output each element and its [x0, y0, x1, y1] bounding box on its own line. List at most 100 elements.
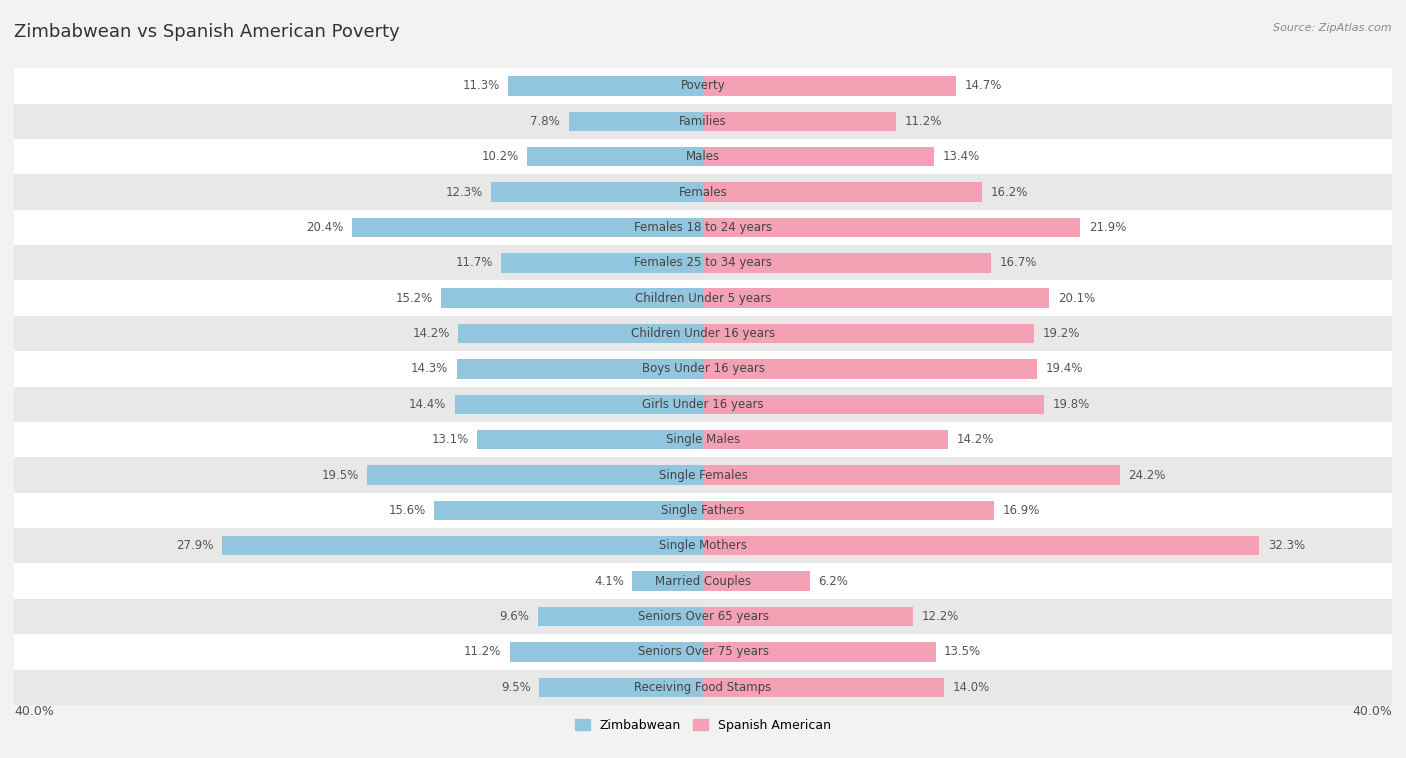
Bar — [703, 642, 935, 662]
Bar — [14, 68, 1392, 104]
Bar — [367, 465, 703, 485]
Bar — [14, 457, 1392, 493]
Text: 7.8%: 7.8% — [530, 114, 560, 128]
Text: 11.2%: 11.2% — [464, 645, 502, 659]
Bar — [14, 599, 1392, 634]
Bar — [703, 501, 994, 520]
Text: 14.2%: 14.2% — [412, 327, 450, 340]
Text: 14.2%: 14.2% — [956, 433, 994, 446]
Text: Males: Males — [686, 150, 720, 163]
Text: Females 18 to 24 years: Females 18 to 24 years — [634, 221, 772, 234]
Text: 13.4%: 13.4% — [942, 150, 980, 163]
Bar — [14, 351, 1392, 387]
Text: 11.2%: 11.2% — [904, 114, 942, 128]
Bar — [456, 394, 703, 414]
Bar — [478, 430, 703, 449]
Text: Seniors Over 75 years: Seniors Over 75 years — [637, 645, 769, 659]
Bar — [703, 288, 1049, 308]
Text: 19.2%: 19.2% — [1042, 327, 1080, 340]
Text: 15.6%: 15.6% — [388, 504, 426, 517]
Bar — [434, 501, 703, 520]
Bar — [14, 139, 1392, 174]
Bar — [491, 183, 703, 202]
Text: 20.4%: 20.4% — [305, 221, 343, 234]
Text: Single Fathers: Single Fathers — [661, 504, 745, 517]
Bar — [14, 104, 1392, 139]
Bar — [703, 359, 1038, 379]
Bar — [441, 288, 703, 308]
Bar — [703, 324, 1033, 343]
Text: 40.0%: 40.0% — [1353, 705, 1392, 718]
Text: 10.2%: 10.2% — [481, 150, 519, 163]
Text: Single Females: Single Females — [658, 468, 748, 481]
Bar — [703, 111, 896, 131]
Text: Children Under 5 years: Children Under 5 years — [634, 292, 772, 305]
Text: 9.5%: 9.5% — [501, 681, 531, 694]
Bar — [633, 572, 703, 591]
Text: 14.3%: 14.3% — [411, 362, 449, 375]
Bar — [568, 111, 703, 131]
Text: Married Couples: Married Couples — [655, 575, 751, 587]
Text: Source: ZipAtlas.com: Source: ZipAtlas.com — [1274, 23, 1392, 33]
Bar — [14, 422, 1392, 457]
Text: 11.7%: 11.7% — [456, 256, 494, 269]
Bar — [14, 528, 1392, 563]
Text: Poverty: Poverty — [681, 80, 725, 92]
Text: Zimbabwean vs Spanish American Poverty: Zimbabwean vs Spanish American Poverty — [14, 23, 399, 41]
Text: 32.3%: 32.3% — [1268, 539, 1305, 553]
Bar — [527, 147, 703, 167]
Bar — [352, 218, 703, 237]
Text: 20.1%: 20.1% — [1057, 292, 1095, 305]
Text: Seniors Over 65 years: Seniors Over 65 years — [637, 610, 769, 623]
Text: 27.9%: 27.9% — [177, 539, 214, 553]
Text: 19.4%: 19.4% — [1046, 362, 1083, 375]
Bar — [540, 678, 703, 697]
Bar — [703, 183, 981, 202]
Bar — [458, 324, 703, 343]
Bar — [703, 536, 1260, 556]
Bar — [703, 253, 991, 273]
Text: Girls Under 16 years: Girls Under 16 years — [643, 398, 763, 411]
Text: 12.3%: 12.3% — [446, 186, 482, 199]
Text: 14.7%: 14.7% — [965, 80, 1002, 92]
Text: 19.8%: 19.8% — [1053, 398, 1090, 411]
Bar — [14, 210, 1392, 245]
Text: 9.6%: 9.6% — [499, 610, 529, 623]
Bar — [14, 563, 1392, 599]
Legend: Zimbabwean, Spanish American: Zimbabwean, Spanish American — [569, 714, 837, 737]
Text: 19.5%: 19.5% — [322, 468, 359, 481]
Text: 13.1%: 13.1% — [432, 433, 468, 446]
Bar — [703, 678, 945, 697]
Text: Boys Under 16 years: Boys Under 16 years — [641, 362, 765, 375]
Bar — [703, 572, 810, 591]
Bar — [14, 387, 1392, 422]
Text: 12.2%: 12.2% — [922, 610, 959, 623]
Bar — [14, 493, 1392, 528]
Bar — [14, 280, 1392, 316]
Bar — [509, 77, 703, 96]
Text: 6.2%: 6.2% — [818, 575, 848, 587]
Text: 13.5%: 13.5% — [945, 645, 981, 659]
Bar — [703, 607, 912, 626]
Text: 40.0%: 40.0% — [14, 705, 53, 718]
Text: 11.3%: 11.3% — [463, 80, 499, 92]
Bar — [14, 669, 1392, 705]
Bar — [703, 77, 956, 96]
Bar — [703, 430, 948, 449]
Text: 4.1%: 4.1% — [593, 575, 624, 587]
Text: Families: Families — [679, 114, 727, 128]
Text: Single Mothers: Single Mothers — [659, 539, 747, 553]
Bar — [502, 253, 703, 273]
Bar — [14, 174, 1392, 210]
Text: 16.7%: 16.7% — [1000, 256, 1036, 269]
Bar — [703, 218, 1080, 237]
Text: Females 25 to 34 years: Females 25 to 34 years — [634, 256, 772, 269]
Text: 14.4%: 14.4% — [409, 398, 446, 411]
Bar — [457, 359, 703, 379]
Bar — [14, 634, 1392, 669]
Bar — [222, 536, 703, 556]
Bar — [14, 245, 1392, 280]
Text: Children Under 16 years: Children Under 16 years — [631, 327, 775, 340]
Text: 21.9%: 21.9% — [1088, 221, 1126, 234]
Text: 14.0%: 14.0% — [953, 681, 990, 694]
